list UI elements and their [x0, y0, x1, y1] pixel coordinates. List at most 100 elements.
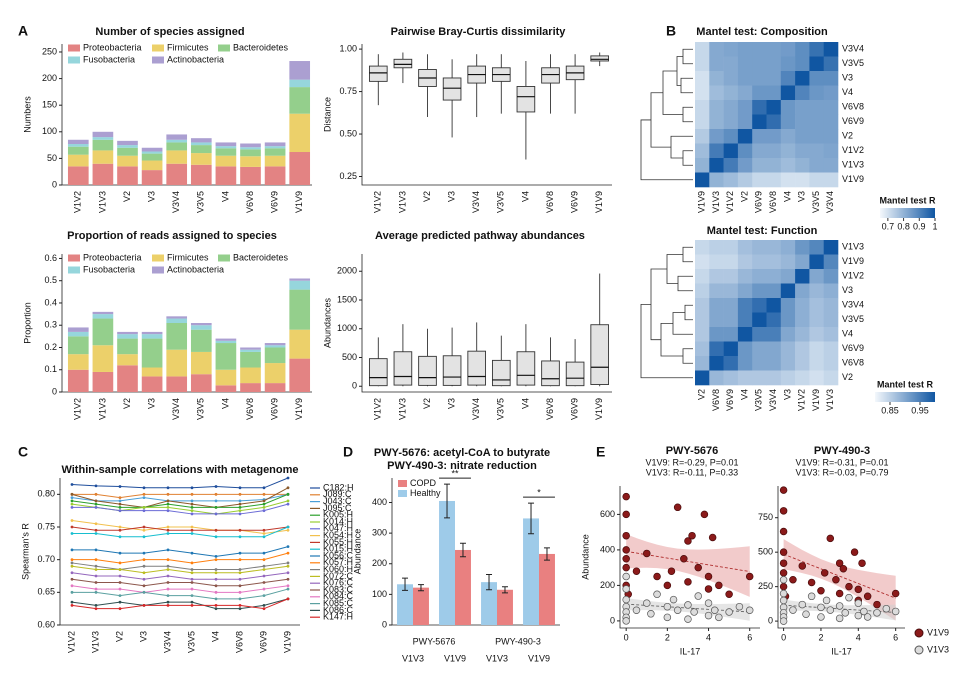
bar-segment	[166, 316, 188, 319]
point	[684, 601, 692, 609]
point	[190, 581, 194, 584]
point	[745, 572, 754, 581]
y-axis-label: Spearman's R	[20, 523, 30, 580]
bar-segment	[190, 153, 212, 165]
point	[94, 506, 98, 509]
heatmap-cell	[766, 56, 782, 72]
point	[238, 528, 242, 532]
heatmap-cell	[709, 172, 724, 188]
chart-title: Proportion of reads assigned to species	[67, 230, 277, 242]
point	[118, 525, 122, 529]
heatmap-cell	[709, 42, 724, 57]
bar-segment	[67, 154, 89, 167]
heatmap-cell	[766, 254, 782, 270]
y-tick-label: 0.1	[44, 364, 57, 374]
box	[491, 359, 511, 387]
point	[789, 606, 797, 614]
point	[142, 564, 146, 568]
point	[214, 604, 218, 607]
point	[166, 548, 170, 552]
legend-label: V1V9	[927, 627, 949, 637]
bar-segment	[190, 351, 212, 375]
legend-label: C182:H	[323, 482, 354, 492]
point	[118, 568, 122, 571]
bar-segment	[92, 371, 114, 392]
legend-swatch	[398, 490, 407, 497]
heatmap-cell	[752, 71, 767, 86]
point	[286, 551, 290, 555]
heatmap-cell	[795, 85, 810, 101]
point	[142, 509, 146, 513]
point	[238, 551, 242, 555]
point	[70, 558, 74, 562]
point	[238, 558, 242, 562]
point	[817, 613, 825, 621]
point	[863, 592, 872, 601]
error-bar	[528, 502, 535, 535]
heatmap-cell	[695, 298, 710, 313]
point	[166, 509, 170, 513]
point	[118, 600, 122, 604]
heatmap-cell	[780, 129, 796, 144]
heatmap-cell	[695, 42, 710, 57]
heatmap-cell	[823, 370, 839, 386]
colorbar-tick-label: 0.7	[882, 221, 895, 231]
heatmap-cell	[709, 283, 724, 299]
box	[467, 350, 487, 386]
heatmap-cell	[723, 327, 739, 342]
point	[704, 572, 713, 581]
point	[779, 569, 788, 577]
point	[262, 499, 266, 503]
point	[622, 546, 630, 554]
x-tick-label: V6V8	[545, 398, 555, 420]
point	[262, 492, 266, 496]
y-axis-label: Proportion	[22, 302, 32, 344]
x-tick-label: V1V9	[528, 653, 550, 663]
x-tick-label: V6V9	[269, 398, 279, 420]
point	[835, 614, 844, 623]
legend-label: Bacteroidetes	[233, 252, 289, 262]
x-tick-label: V1V3	[402, 653, 424, 663]
x-tick-label: V2	[422, 191, 432, 202]
bar-segment	[215, 166, 237, 185]
legend-label: K015:H	[323, 544, 353, 554]
heatmap-cell	[709, 143, 724, 159]
heatmap-cell	[695, 327, 710, 342]
column-label: V6V9	[754, 191, 764, 213]
bar-segment	[264, 363, 286, 384]
heatmap-cell	[795, 71, 810, 86]
heatmap-cell	[752, 341, 767, 357]
point	[690, 608, 698, 616]
heatmap-cell	[723, 85, 739, 101]
heatmap-cell	[752, 129, 767, 144]
point	[873, 600, 881, 609]
point	[142, 577, 146, 581]
y-tick-label: 250	[758, 581, 773, 591]
y-tick-label: 50	[47, 153, 57, 163]
legend-label: V1V3	[927, 644, 949, 654]
y-tick-label: 200	[42, 73, 57, 83]
point	[622, 572, 630, 581]
colorbar-tick-label: 0.8	[897, 221, 910, 231]
point	[262, 568, 266, 571]
heatmap-cell	[695, 85, 710, 101]
x-tick-label: V1V2	[373, 191, 383, 213]
point	[70, 584, 74, 588]
point	[710, 606, 719, 614]
point	[94, 581, 98, 584]
error-bar	[444, 483, 451, 519]
heatmap-cell	[766, 269, 782, 284]
bar-segment	[240, 351, 261, 368]
bar-segment	[141, 147, 163, 152]
bar-segment	[240, 147, 261, 150]
y-tick-label: 0.65	[37, 587, 55, 597]
point	[835, 602, 844, 610]
colorbar	[880, 208, 935, 218]
bar-segment	[92, 137, 114, 140]
heatmap-cell	[695, 158, 710, 173]
point	[858, 559, 866, 567]
heatmap-cell	[737, 341, 753, 357]
panel-label: A	[18, 23, 28, 39]
point	[715, 613, 723, 622]
panel-label: C	[18, 444, 28, 460]
